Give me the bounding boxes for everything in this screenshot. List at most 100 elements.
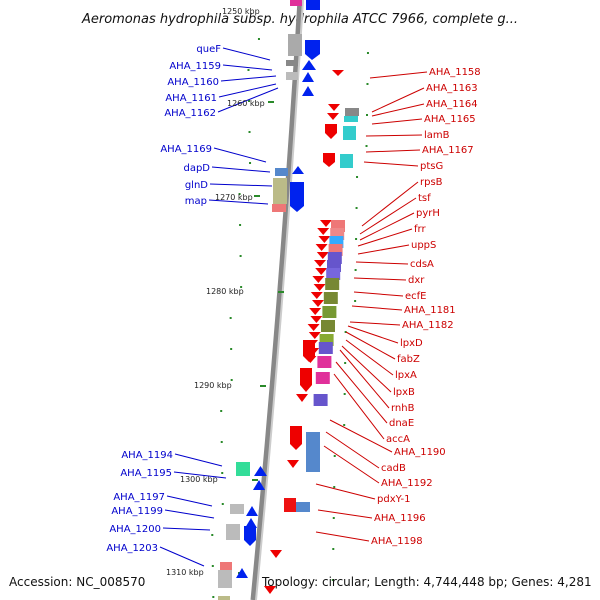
gene-label-right[interactable]: rnhB (391, 403, 415, 414)
forward-gene-arrow (246, 506, 258, 516)
gene-label-right[interactable]: ecfE (405, 291, 427, 302)
gene-label-right[interactable]: fabZ (397, 354, 420, 365)
gene-label-left[interactable]: AHA_1169 (160, 144, 212, 155)
gene-box (325, 278, 340, 290)
gene-label-right[interactable]: lamB (424, 130, 450, 141)
forward-gene-arrow (244, 526, 256, 546)
gene-box (345, 108, 359, 116)
tick-mark (230, 379, 233, 381)
gene-box (323, 292, 338, 304)
tick-mark (239, 255, 242, 257)
tick-mark (365, 145, 368, 147)
tick-mark (238, 193, 241, 195)
gene-label-right[interactable]: cadB (381, 463, 406, 474)
gene-label-right[interactable]: tsf (418, 193, 431, 204)
gene-label-right[interactable]: lpxA (395, 370, 417, 381)
gene-label-right[interactable]: AHA_1198 (371, 536, 423, 547)
gene-label-right[interactable]: AHA_1164 (426, 99, 478, 110)
gene-label-right[interactable]: pdxY-1 (377, 494, 411, 505)
leader-line-right (363, 161, 419, 167)
tick-mark (366, 52, 369, 54)
leader-line-right (347, 325, 399, 344)
kbp-label: 1270 kbp (215, 193, 253, 202)
kbp-label: 1290 kbp (194, 381, 232, 390)
reverse-gene-arrow (270, 550, 282, 558)
forward-gene-arrow (245, 518, 257, 528)
gene-label-right[interactable]: AHA_1182 (402, 320, 454, 331)
tick-mark (344, 362, 347, 364)
gene-label-right[interactable]: AHA_1158 (429, 67, 481, 78)
forward-gene-arrow (253, 480, 265, 490)
reverse-gene-arrow (315, 268, 328, 275)
gene-label-right[interactable]: lpxD (400, 338, 423, 349)
leader-line-right (371, 103, 425, 117)
leader-line-right (315, 531, 370, 542)
gene-box (220, 562, 232, 570)
gene-label-left[interactable]: AHA_1161 (165, 93, 217, 104)
gene-label-left[interactable]: AHA_1160 (167, 77, 219, 88)
gene-box (275, 168, 288, 176)
gene-label-right[interactable]: AHA_1167 (422, 145, 474, 156)
gene-box (286, 60, 298, 66)
tick-mark (355, 207, 358, 209)
gene-label-left[interactable]: queF (196, 44, 221, 55)
gene-label-right[interactable]: AHA_1165 (424, 114, 476, 125)
gene-label-left[interactable]: AHA_1197 (113, 492, 165, 503)
leader-line-right (339, 349, 390, 409)
leader-line-left (213, 147, 267, 163)
leader-line-right (359, 212, 415, 241)
reverse-gene-arrow (309, 308, 322, 315)
forward-gene-arrow (302, 72, 314, 82)
tick-mark (220, 410, 223, 412)
leader-line-left (217, 87, 279, 113)
gene-box (321, 320, 335, 332)
gene-label-right[interactable]: uppS (411, 240, 436, 251)
gene-label-right[interactable]: frr (414, 224, 426, 235)
gene-label-right[interactable]: ptsG (420, 161, 443, 172)
gene-label-right[interactable]: cdsA (410, 259, 434, 270)
gene-label-right[interactable]: AHA_1190 (394, 447, 446, 458)
gene-label-right[interactable]: dnaE (389, 418, 414, 429)
kbp-label: 1250 kbp (222, 7, 260, 16)
major-tick (260, 385, 266, 387)
gene-box (315, 372, 330, 384)
tick-mark (221, 472, 224, 474)
gene-label-right[interactable]: accA (386, 434, 410, 445)
gene-box (290, 0, 302, 6)
gene-label-left[interactable]: AHA_1159 (169, 61, 221, 72)
gene-label-left[interactable]: AHA_1195 (120, 468, 172, 479)
tick-mark (331, 579, 334, 581)
gene-box (286, 72, 298, 80)
leader-line-right (345, 331, 396, 360)
tick-mark (332, 548, 335, 550)
gene-label-left[interactable]: AHA_1199 (111, 506, 163, 517)
gene-label-left[interactable]: AHA_1200 (109, 524, 161, 535)
gene-box (343, 126, 356, 140)
gene-label-left[interactable]: AHA_1203 (106, 543, 158, 554)
tick-mark (248, 100, 250, 102)
gene-label-right[interactable]: AHA_1192 (381, 478, 433, 489)
tick-mark (257, 38, 260, 40)
tick-mark (229, 317, 232, 319)
gene-label-left[interactable]: AHA_1162 (164, 108, 216, 119)
leader-line-left (174, 453, 223, 467)
gene-label-left[interactable]: AHA_1194 (121, 450, 173, 461)
reverse-gene-arrow (314, 260, 326, 267)
gene-label-right[interactable]: AHA_1163 (426, 83, 478, 94)
gene-label-right[interactable]: lpxB (393, 387, 415, 398)
tick-mark (332, 517, 335, 519)
gene-label-right[interactable]: rpsB (420, 177, 443, 188)
gene-label-right[interactable]: pyrH (416, 208, 440, 219)
gene-label-left[interactable]: map (185, 196, 207, 207)
gene-label-left[interactable]: dapD (183, 163, 210, 174)
gene-label-right[interactable]: dxr (408, 275, 425, 286)
reverse-gene-arrow (264, 586, 276, 594)
leader-line-left (222, 47, 271, 61)
gene-label-right[interactable]: AHA_1196 (374, 513, 426, 524)
forward-gene-arrow (302, 86, 314, 96)
gene-label-left[interactable]: glnD (185, 180, 208, 191)
leader-line-left (166, 495, 213, 507)
leader-line-right (353, 291, 404, 297)
reverse-gene-arrow (307, 324, 320, 331)
gene-label-right[interactable]: AHA_1181 (404, 305, 456, 316)
